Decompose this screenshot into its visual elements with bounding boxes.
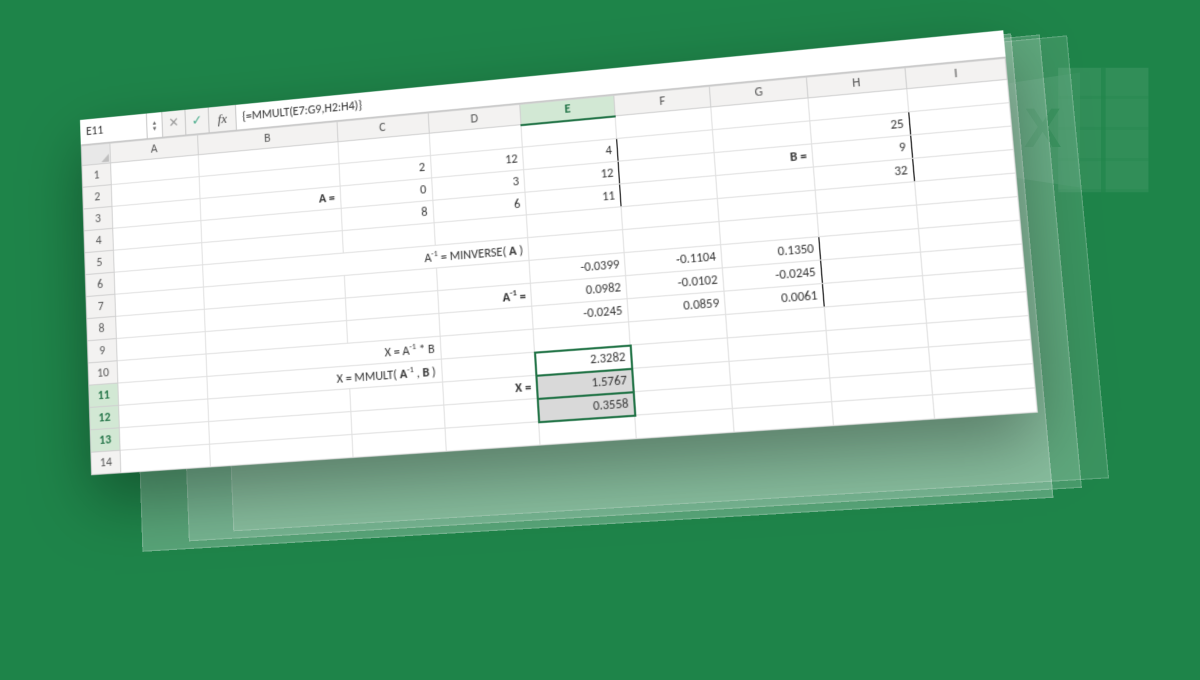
row-header[interactable]: 11 bbox=[89, 383, 119, 407]
cancel-icon[interactable]: ✕ bbox=[162, 110, 186, 137]
row-header[interactable]: 3 bbox=[83, 206, 113, 230]
row-header[interactable]: 2 bbox=[83, 185, 113, 209]
name-box-spinner[interactable]: ▲▼ bbox=[147, 112, 163, 138]
accept-icon[interactable]: ✓ bbox=[185, 107, 209, 134]
row-header[interactable]: 6 bbox=[85, 272, 115, 296]
row-header[interactable]: 1 bbox=[82, 163, 112, 187]
row-header[interactable]: 12 bbox=[89, 405, 119, 429]
select-all-corner[interactable] bbox=[81, 143, 111, 165]
row-header[interactable]: 13 bbox=[90, 428, 120, 452]
row-header[interactable]: 10 bbox=[88, 361, 118, 385]
stage: E11 ▲▼ ✕ ✓ fx {=MMULT(E7:G9,H2:H4)} A B … bbox=[80, 120, 1180, 680]
row-header[interactable]: 9 bbox=[87, 338, 117, 362]
spreadsheet-window: E11 ▲▼ ✕ ✓ fx {=MMULT(E7:G9,H2:H4)} A B … bbox=[80, 30, 1038, 475]
row-header[interactable]: 14 bbox=[91, 450, 121, 474]
row-header[interactable]: 5 bbox=[85, 250, 115, 274]
fx-icon[interactable]: fx bbox=[209, 105, 237, 132]
row-header[interactable]: 4 bbox=[84, 228, 114, 252]
row-header[interactable]: 8 bbox=[87, 316, 117, 340]
row-header[interactable]: 7 bbox=[86, 294, 116, 318]
